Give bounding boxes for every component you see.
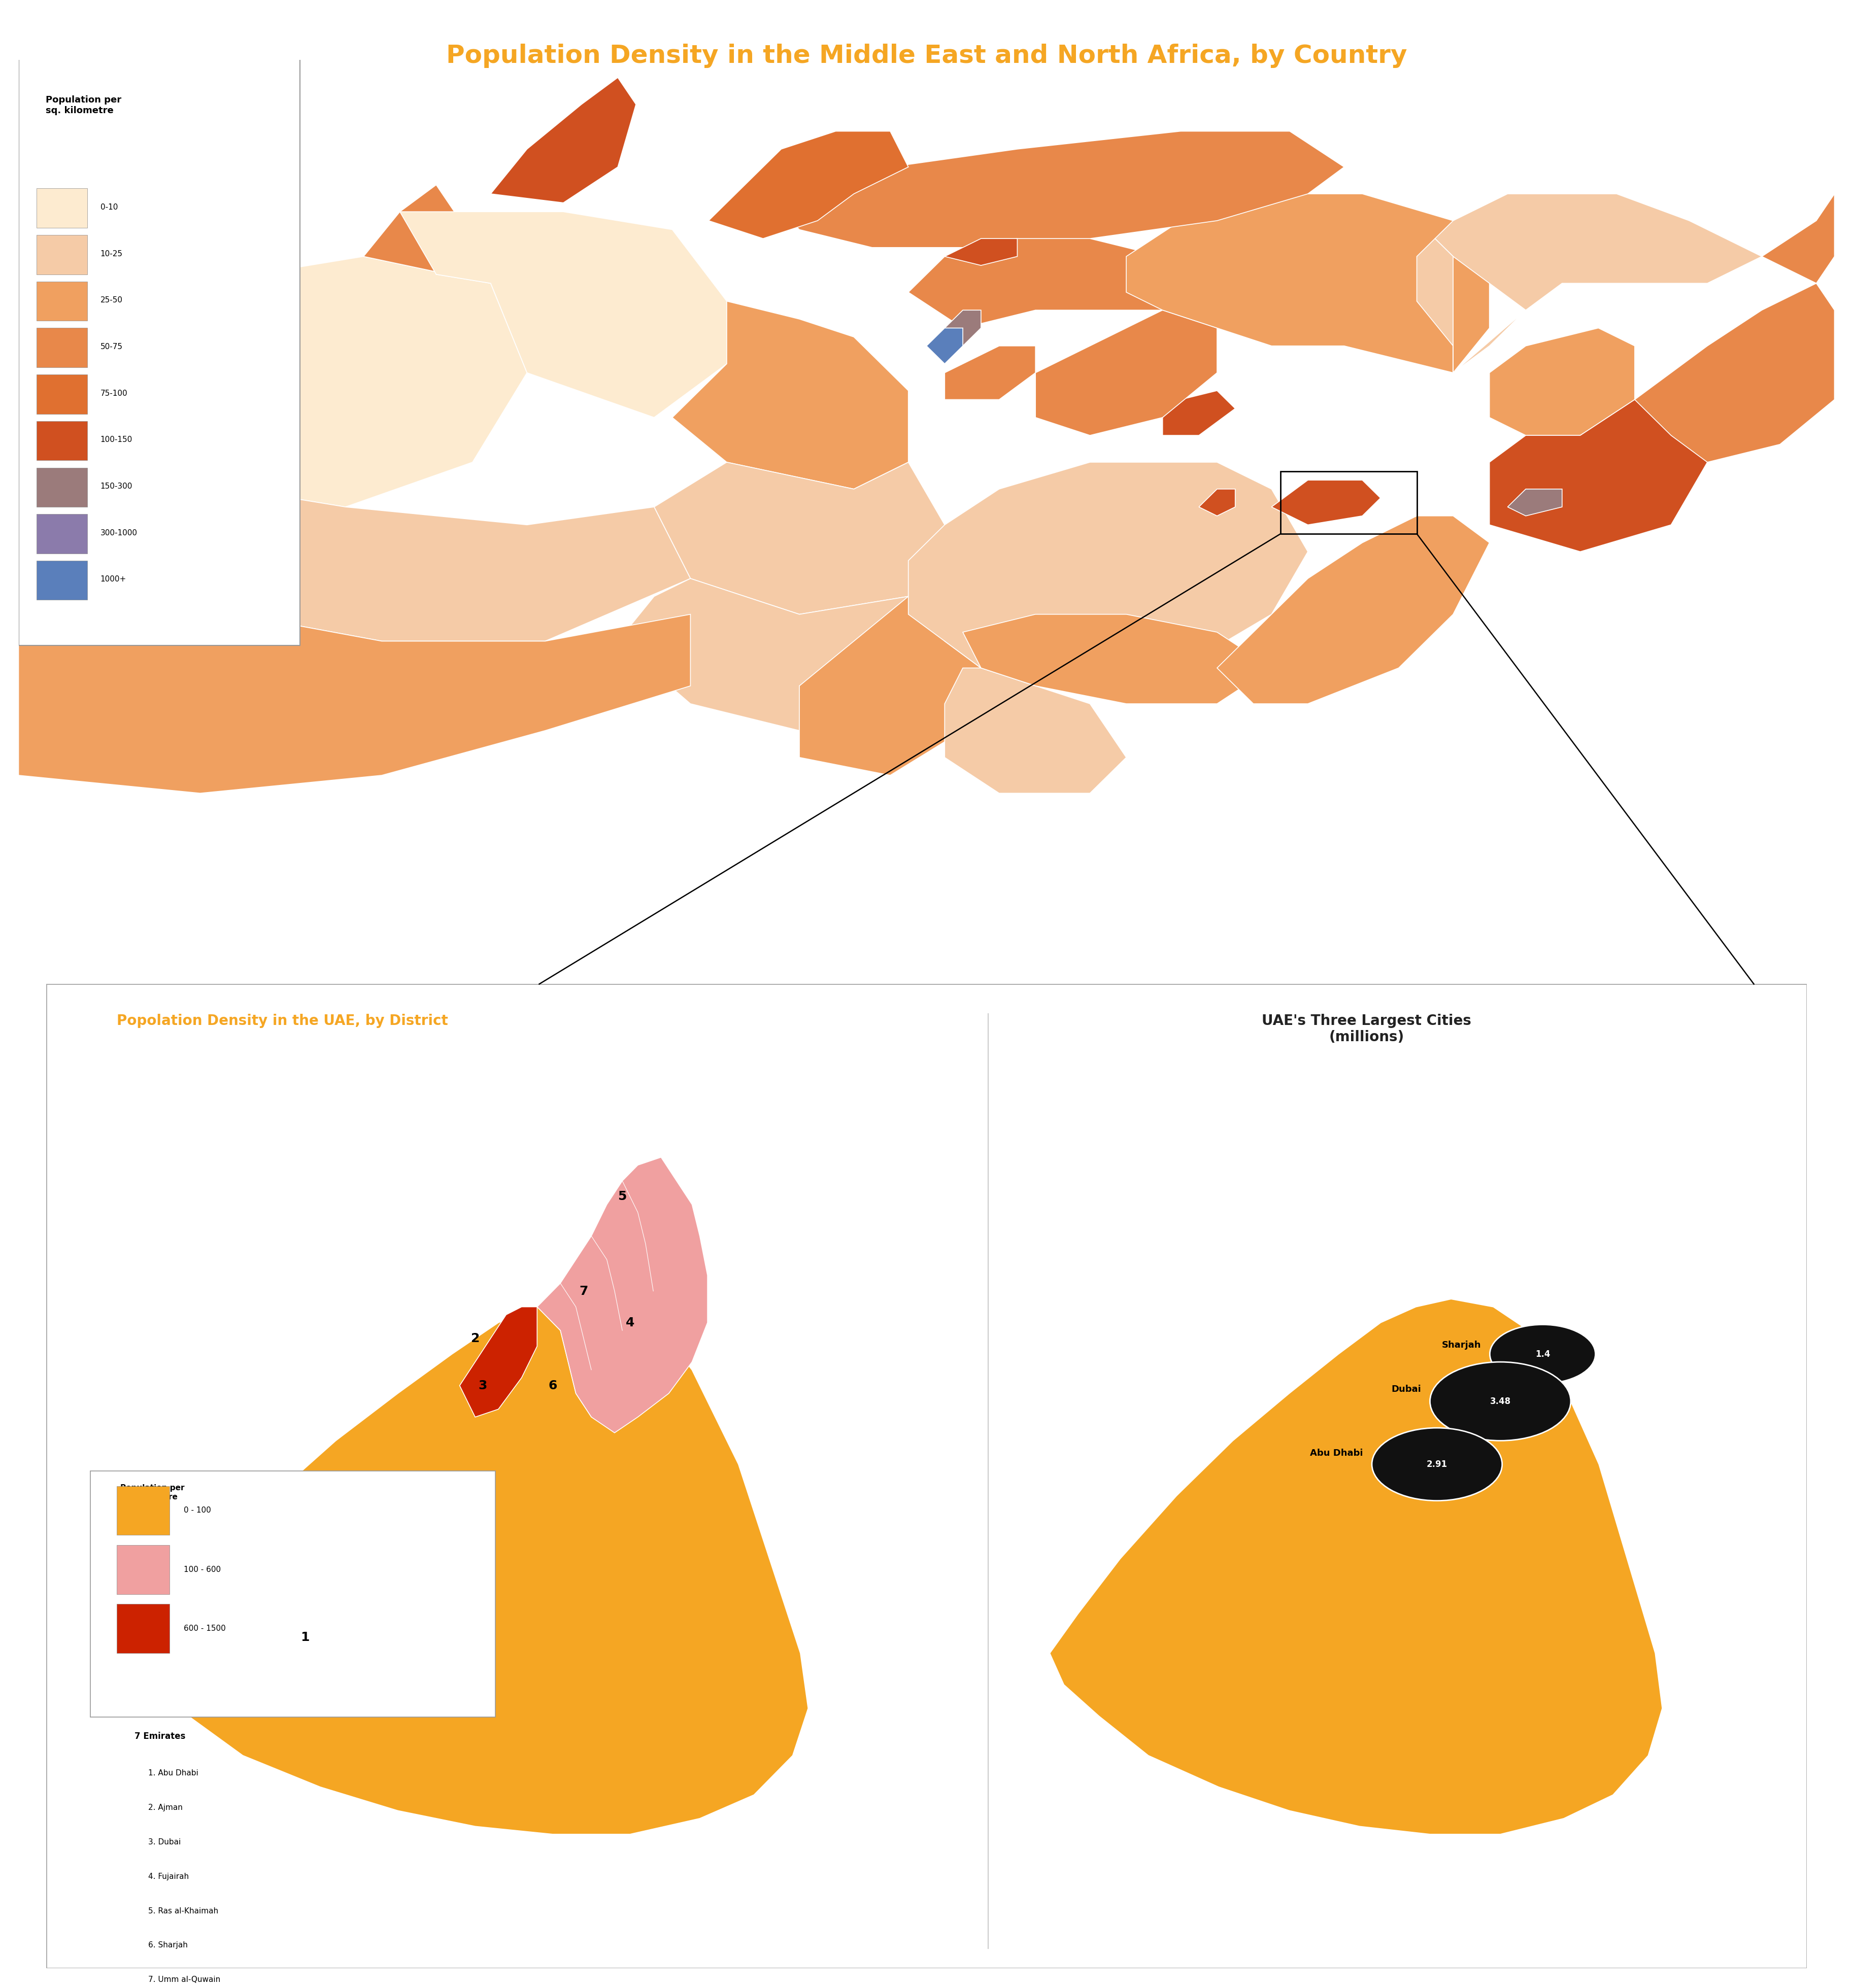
Polygon shape <box>908 239 1162 328</box>
FancyBboxPatch shape <box>37 561 87 600</box>
Polygon shape <box>673 300 908 489</box>
Polygon shape <box>363 185 491 282</box>
Polygon shape <box>1162 390 1236 435</box>
Text: 100-150: 100-150 <box>100 435 132 443</box>
Text: 5. Ras al-Khaimah: 5. Ras al-Khaimah <box>148 1906 219 1914</box>
Bar <box>1280 471 1418 533</box>
FancyBboxPatch shape <box>117 1545 170 1594</box>
Polygon shape <box>945 239 1017 264</box>
Text: UAE's Three Largest Cities
(millions): UAE's Three Largest Cities (millions) <box>1262 1014 1471 1044</box>
Text: Sharjah: Sharjah <box>1442 1340 1481 1350</box>
Polygon shape <box>1634 282 1834 461</box>
Polygon shape <box>163 256 526 507</box>
Polygon shape <box>19 614 691 793</box>
Polygon shape <box>945 310 980 346</box>
FancyBboxPatch shape <box>37 515 87 553</box>
Text: 3: 3 <box>478 1380 487 1392</box>
Polygon shape <box>1271 481 1380 525</box>
Polygon shape <box>19 185 219 461</box>
Text: 0 - 100: 0 - 100 <box>183 1507 211 1515</box>
Polygon shape <box>617 579 945 730</box>
Text: 7: 7 <box>580 1284 587 1298</box>
Polygon shape <box>1762 195 1834 282</box>
Text: 300-1000: 300-1000 <box>100 529 137 537</box>
Text: 2: 2 <box>471 1332 480 1344</box>
Text: 7. Umm al-Quwain: 7. Umm al-Quwain <box>148 1976 221 1984</box>
Text: 2. Ajman: 2. Ajman <box>148 1803 183 1811</box>
Polygon shape <box>1418 239 1453 374</box>
Text: Popolation Density in the UAE, by District: Popolation Density in the UAE, by Distri… <box>117 1014 448 1028</box>
Polygon shape <box>1217 515 1490 704</box>
Text: 3. Dubai: 3. Dubai <box>148 1839 182 1845</box>
Polygon shape <box>1199 489 1236 515</box>
Circle shape <box>1431 1362 1571 1441</box>
Text: 4: 4 <box>626 1316 634 1328</box>
FancyBboxPatch shape <box>117 1604 170 1654</box>
Text: 2.91: 2.91 <box>1427 1459 1447 1469</box>
Polygon shape <box>782 131 1343 249</box>
FancyBboxPatch shape <box>19 56 300 646</box>
Polygon shape <box>1434 195 1762 374</box>
Text: 0-10: 0-10 <box>100 203 119 211</box>
Text: 100 - 600: 100 - 600 <box>183 1567 221 1573</box>
Polygon shape <box>1036 310 1217 435</box>
Polygon shape <box>1490 328 1634 435</box>
FancyBboxPatch shape <box>37 189 87 229</box>
Text: 3.48: 3.48 <box>1490 1398 1510 1406</box>
Text: Population per
sq. kilometre: Population per sq. kilometre <box>46 95 122 115</box>
Text: Dubai: Dubai <box>1392 1386 1421 1394</box>
Polygon shape <box>19 95 254 211</box>
Text: 5: 5 <box>617 1191 626 1203</box>
FancyBboxPatch shape <box>37 374 87 414</box>
Circle shape <box>1371 1427 1503 1501</box>
FancyBboxPatch shape <box>91 1471 495 1718</box>
Text: 1. Abu Dhabi: 1. Abu Dhabi <box>148 1769 198 1777</box>
Circle shape <box>1490 1324 1595 1384</box>
Text: Population per
sq. kilometre: Population per sq. kilometre <box>120 1485 185 1501</box>
Polygon shape <box>460 1306 537 1417</box>
Text: 600 - 1500: 600 - 1500 <box>183 1624 226 1632</box>
Polygon shape <box>400 211 726 417</box>
FancyBboxPatch shape <box>37 282 87 320</box>
FancyBboxPatch shape <box>37 421 87 461</box>
Text: 7 Emirates: 7 Emirates <box>133 1732 185 1741</box>
Polygon shape <box>219 489 691 640</box>
Polygon shape <box>537 1157 708 1433</box>
Polygon shape <box>1127 195 1490 374</box>
Polygon shape <box>654 461 945 614</box>
Polygon shape <box>964 614 1271 704</box>
Text: 10-25: 10-25 <box>100 250 122 258</box>
Polygon shape <box>799 596 980 775</box>
Polygon shape <box>908 461 1308 686</box>
Polygon shape <box>926 328 964 364</box>
Text: 50-75: 50-75 <box>100 344 122 350</box>
Text: 6. Sharjah: 6. Sharjah <box>148 1942 187 1948</box>
FancyBboxPatch shape <box>37 328 87 368</box>
Text: 25-50: 25-50 <box>100 296 122 304</box>
Polygon shape <box>1508 489 1562 515</box>
FancyBboxPatch shape <box>37 467 87 507</box>
Text: 1.4: 1.4 <box>1534 1350 1551 1358</box>
Text: 1000+: 1000+ <box>100 577 126 582</box>
Text: 4. Fujairah: 4. Fujairah <box>148 1873 189 1881</box>
Polygon shape <box>1490 400 1707 551</box>
Polygon shape <box>133 1298 808 1835</box>
Polygon shape <box>945 668 1127 793</box>
FancyBboxPatch shape <box>117 1485 170 1535</box>
Text: 1: 1 <box>300 1632 309 1644</box>
Polygon shape <box>19 435 237 614</box>
Polygon shape <box>491 78 636 203</box>
Text: 150-300: 150-300 <box>100 483 132 491</box>
Text: 75-100: 75-100 <box>100 390 128 398</box>
Text: Population Density in the Middle East and North Africa, by Country: Population Density in the Middle East an… <box>447 44 1406 68</box>
FancyBboxPatch shape <box>37 235 87 274</box>
Polygon shape <box>1049 1298 1662 1835</box>
Polygon shape <box>945 346 1036 400</box>
Polygon shape <box>708 131 908 239</box>
Text: 6: 6 <box>548 1380 558 1392</box>
Text: Abu Dhabi: Abu Dhabi <box>1310 1449 1364 1457</box>
